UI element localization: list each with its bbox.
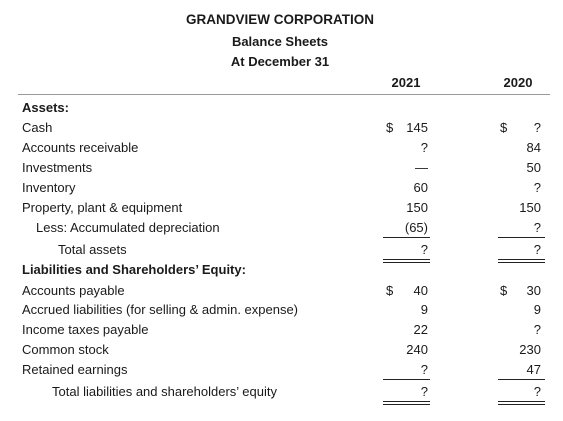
total-assets-double-rule-2020 (498, 259, 545, 263)
value-2020: 150 (519, 200, 541, 215)
currency-sign-2020: $ (500, 120, 508, 135)
value-2021: 9 (420, 302, 428, 317)
row-label: Accrued liabilities (for selling & admin… (22, 302, 299, 317)
company-name: GRANDVIEW CORPORATION (186, 12, 374, 27)
value-2020: 50 (526, 160, 541, 175)
value-2021: ? (420, 362, 428, 377)
value-2020: 9 (533, 302, 541, 317)
value-2021: ? (420, 384, 428, 399)
row-label: Liabilities and Shareholders’ Equity: (22, 262, 246, 277)
value-2021: 60 (413, 180, 428, 195)
row-label: Inventory (22, 180, 76, 195)
row-label: Common stock (22, 342, 109, 357)
value-2021: 150 (406, 200, 428, 215)
row-label: Cash (22, 120, 53, 135)
value-2020: ? (533, 120, 541, 135)
value-2020: ? (533, 322, 541, 337)
row-label: Investments (22, 160, 93, 175)
row-label: Less: Accumulated depreciation (36, 220, 220, 235)
retained-earnings-rule-2020 (498, 379, 545, 380)
statement-title: Balance Sheets (231, 34, 329, 49)
currency-sign-2021: $ (386, 283, 394, 298)
value-2020: 230 (519, 342, 541, 357)
currency-sign-2020: $ (500, 283, 508, 298)
year-header-2020: 2020 (503, 75, 533, 90)
value-2020: 84 (526, 140, 541, 155)
row-label: Property, plant & equipment (22, 200, 183, 215)
statement-date: At December 31 (230, 54, 330, 69)
value-2021: 22 (413, 322, 428, 337)
subtotal-rule-2021 (383, 237, 430, 238)
row-label: Accounts receivable (22, 140, 139, 155)
row-label: Accounts payable (22, 283, 125, 298)
value-2021: ? (420, 242, 428, 257)
row-label: Assets: (22, 100, 69, 115)
year-header-2021: 2021 (391, 75, 421, 90)
retained-earnings-rule-2021 (383, 379, 430, 380)
total-liabilities-double-rule-2021 (383, 401, 430, 405)
subtotal-rule-2020 (498, 237, 545, 238)
value-2021: 145 (406, 120, 428, 135)
value-2020: 30 (526, 283, 541, 298)
value-2021: — (415, 160, 428, 175)
row-label: Income taxes payable (22, 322, 149, 337)
value-2020: 47 (526, 362, 541, 377)
value-2021: ? (420, 140, 428, 155)
value-2021: 240 (406, 342, 428, 357)
value-2020: ? (533, 180, 541, 195)
header-divider (18, 94, 550, 95)
value-2020: ? (533, 384, 541, 399)
value-2021: 40 (413, 283, 428, 298)
currency-sign-2021: $ (386, 120, 394, 135)
row-label: Total liabilities and shareholders’ equi… (52, 384, 277, 399)
row-label: Total assets (58, 242, 127, 257)
total-liabilities-double-rule-2020 (498, 401, 545, 405)
value-2020: ? (533, 242, 541, 257)
total-assets-double-rule-2021 (383, 259, 430, 263)
value-2021: (65) (404, 220, 428, 235)
row-label: Retained earnings (22, 362, 128, 377)
value-2020: ? (533, 220, 541, 235)
